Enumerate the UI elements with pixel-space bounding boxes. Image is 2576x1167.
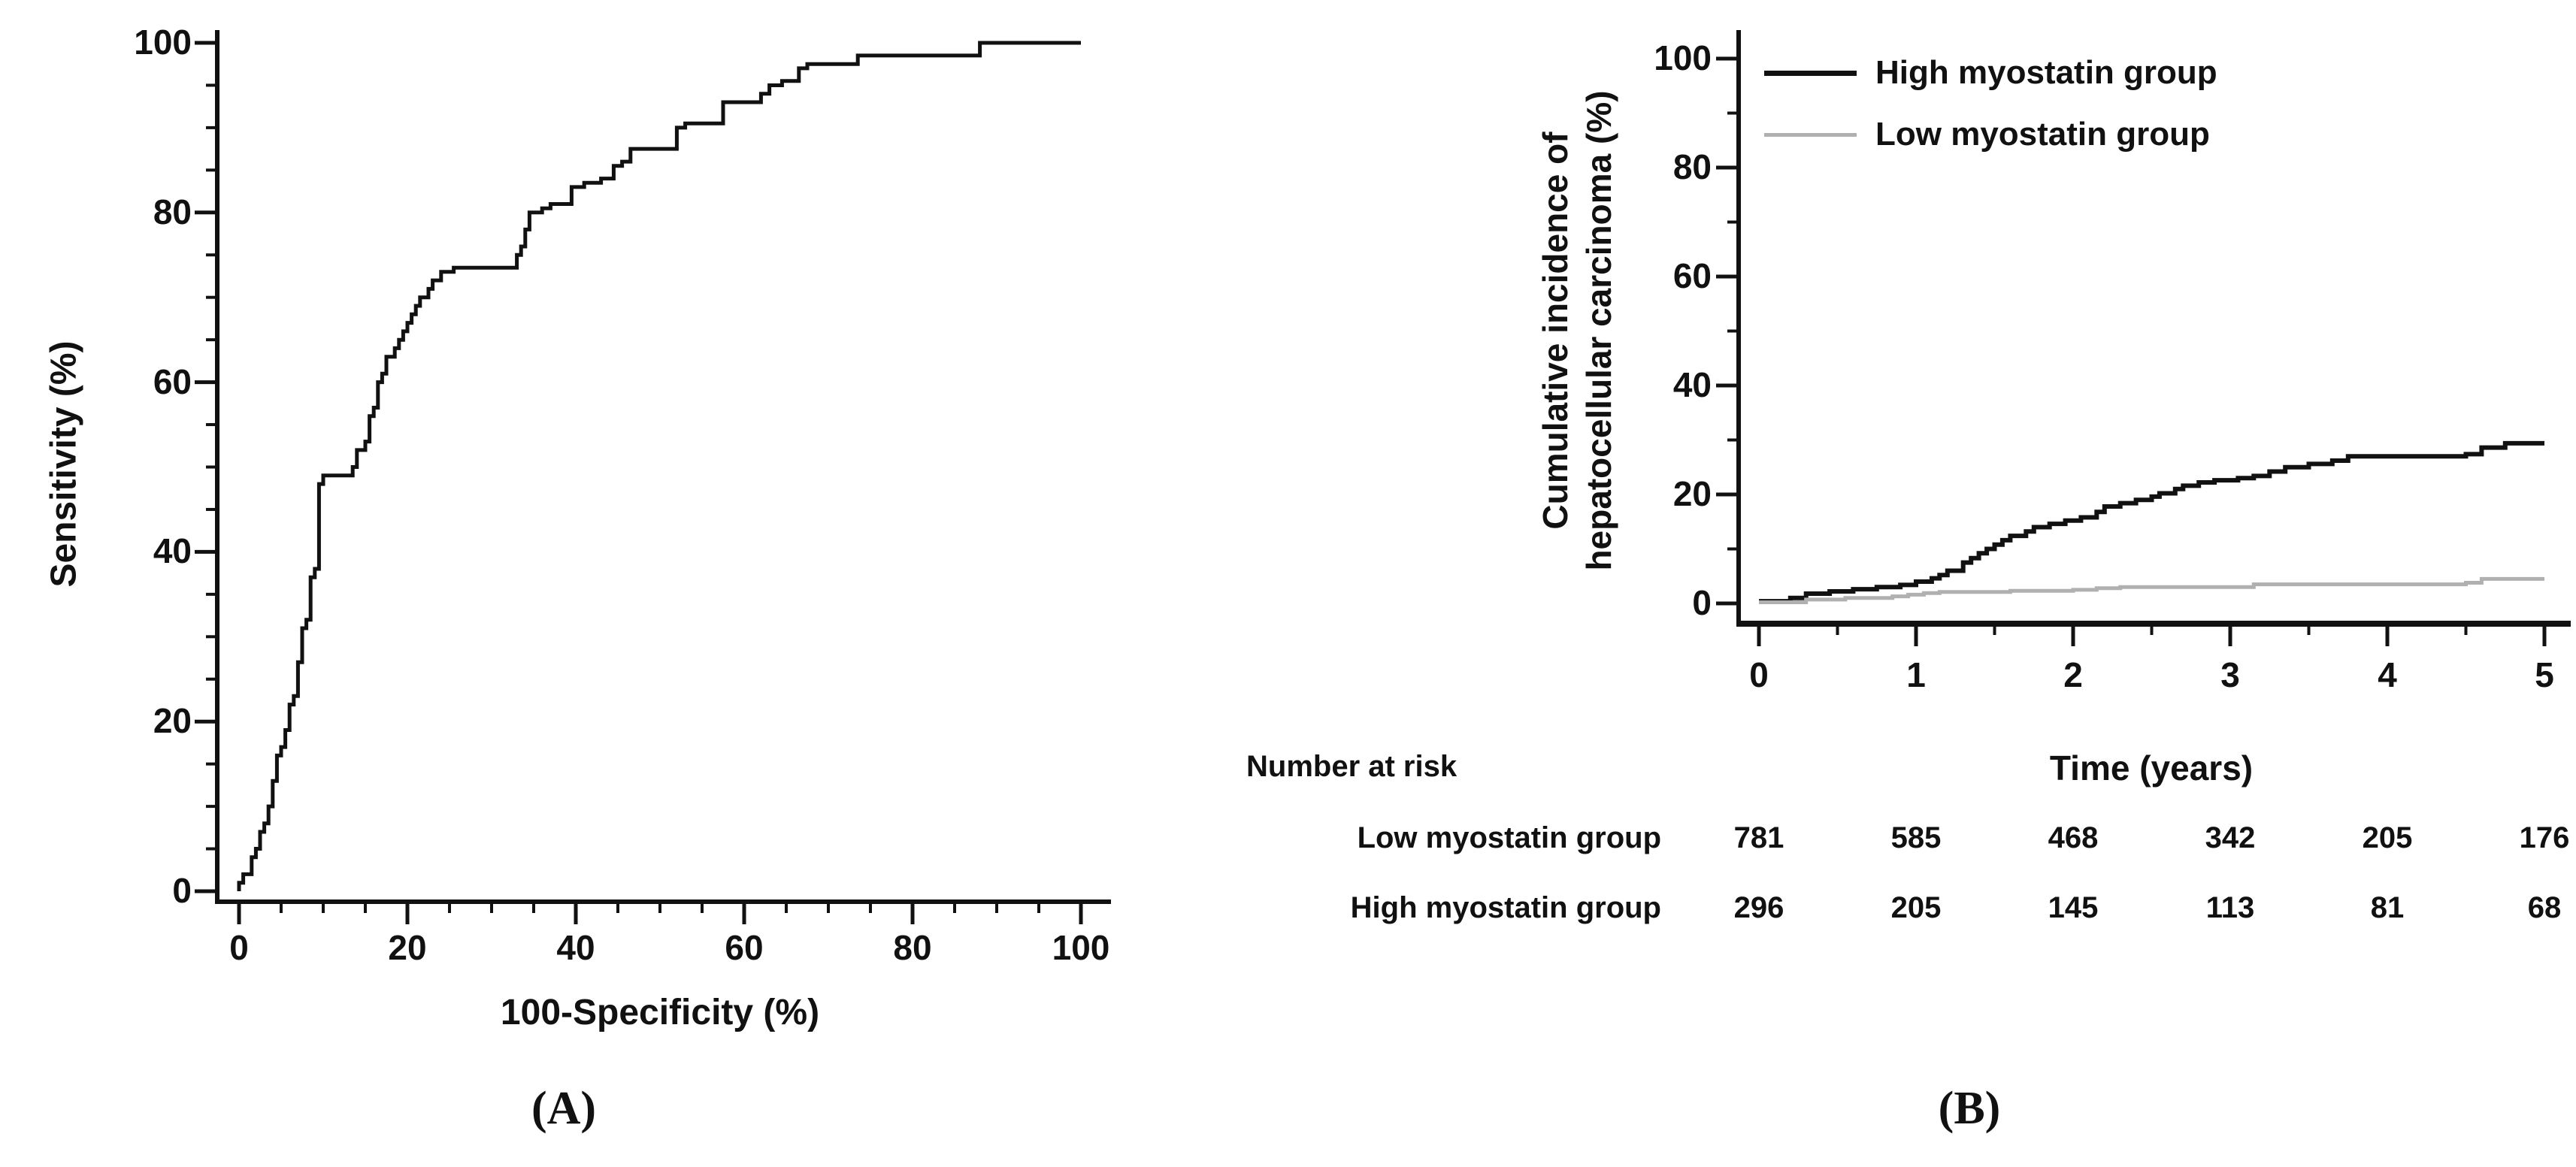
risk-count: 296 xyxy=(1733,891,1784,924)
risk-count: 68 xyxy=(2527,891,2562,924)
risk-count: 81 xyxy=(2370,891,2405,924)
x-tick-label: 100 xyxy=(1052,928,1110,967)
panel-a-y-axis-title: Sensitivity (%) xyxy=(44,340,84,588)
y-tick-label: 60 xyxy=(1672,256,1712,295)
series-curve-b-0 xyxy=(1759,440,2544,604)
risk-count: 145 xyxy=(2048,891,2099,924)
y-tick-label: 80 xyxy=(153,192,192,231)
risk-count: 205 xyxy=(2362,821,2413,854)
y-tick-label: 100 xyxy=(1654,38,1712,77)
legend-line-low xyxy=(1764,133,1857,137)
legend-label-high: High myostatin group xyxy=(1875,54,2217,91)
risk-row-label-low: Low myostatin group xyxy=(1357,821,1661,854)
y-tick-label: 0 xyxy=(1692,583,1712,622)
risk-count: 205 xyxy=(1890,891,1942,924)
x-tick-label: 40 xyxy=(556,928,595,967)
panel-b-x-axis-title: Time (years) xyxy=(2049,748,2254,788)
risk-count: 585 xyxy=(1890,821,1942,854)
x-tick-label: 5 xyxy=(2535,655,2554,694)
x-tick-label: 0 xyxy=(229,928,249,967)
x-tick-label: 60 xyxy=(725,928,764,967)
y-tick-label: 80 xyxy=(1672,147,1712,186)
series-curve-b-1 xyxy=(1759,576,2544,604)
y-tick-label: 40 xyxy=(1672,365,1712,404)
risk-table-title: Number at risk xyxy=(1246,750,1458,783)
legend-label-low: Low myostatin group xyxy=(1875,116,2210,153)
y-tick-label: 60 xyxy=(153,361,192,401)
x-tick-label: 20 xyxy=(388,928,427,967)
y-tick-label: 0 xyxy=(172,871,192,910)
risk-count: 468 xyxy=(2048,821,2099,854)
risk-row-label-high: High myostatin group xyxy=(1350,891,1661,924)
panel-b-letter: (B) xyxy=(1938,1083,2001,1134)
panel-b-y-axis-title: Cumulative incidence of hepatocellular c… xyxy=(1536,90,1618,571)
series-curve-a-0 xyxy=(237,41,1081,891)
x-tick-label: 4 xyxy=(2378,655,2397,694)
panel-a-x-axis-title: 100-Specificity (%) xyxy=(500,993,820,1032)
y-tick-label: 20 xyxy=(153,701,192,741)
risk-count: 176 xyxy=(2519,821,2570,854)
risk-count: 342 xyxy=(2205,821,2256,854)
x-tick-label: 1 xyxy=(1906,655,1926,694)
y-tick-label: 20 xyxy=(1672,474,1712,513)
x-tick-label: 2 xyxy=(2063,655,2083,694)
x-tick-label: 80 xyxy=(893,928,932,967)
risk-count: 781 xyxy=(1733,821,1784,854)
risk-count: 113 xyxy=(2205,891,2255,924)
panel-a-letter: (A) xyxy=(531,1083,597,1134)
x-tick-label: 0 xyxy=(1749,655,1769,694)
x-tick-label: 3 xyxy=(2220,655,2240,694)
y-tick-label: 40 xyxy=(153,531,192,571)
legend-line-high xyxy=(1764,71,1857,76)
y-tick-label: 100 xyxy=(134,23,192,62)
